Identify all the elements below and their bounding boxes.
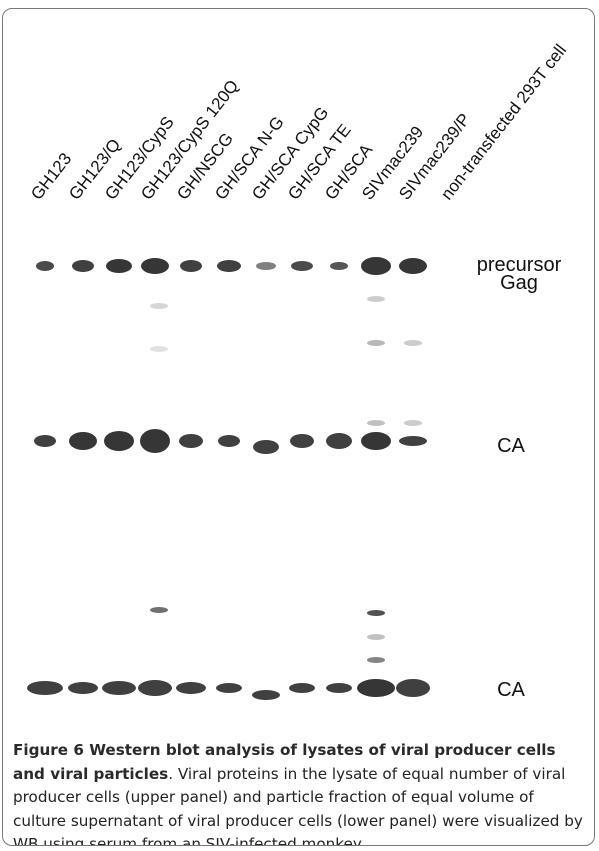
band [326, 433, 352, 449]
band [253, 440, 279, 454]
minor-band [150, 303, 168, 309]
caption: Figure 6 Western blot analysis of lysate… [13, 739, 591, 846]
band [330, 262, 348, 270]
minor-band [367, 340, 385, 346]
band [36, 261, 54, 271]
band [72, 260, 94, 272]
band [106, 259, 132, 273]
band [399, 258, 427, 274]
band [357, 679, 395, 697]
minor-band [367, 634, 385, 640]
page: GH123GH123/QGH123/CypSGH123/CypS 120QGH/… [0, 0, 599, 851]
band [27, 681, 63, 695]
band [289, 683, 315, 693]
band [176, 682, 206, 694]
minor-band [404, 340, 422, 346]
band-label: CA [497, 679, 525, 701]
lane-label: GH123 [27, 149, 75, 203]
band [399, 436, 427, 446]
band [217, 260, 241, 272]
band [141, 258, 169, 274]
minor-band [367, 610, 385, 616]
minor-band [150, 607, 168, 613]
band-label: Gag [500, 272, 538, 294]
minor-band [404, 420, 422, 426]
minor-band [367, 657, 385, 663]
band [396, 679, 430, 697]
band [252, 690, 280, 700]
band [140, 429, 170, 453]
band [291, 261, 313, 271]
minor-band [150, 346, 168, 352]
band [104, 431, 134, 451]
band [256, 262, 276, 270]
band [216, 683, 242, 693]
band-label: CA [497, 435, 525, 457]
band [138, 680, 172, 696]
band [102, 681, 136, 695]
band [290, 434, 314, 448]
band [69, 432, 97, 450]
band [361, 257, 391, 275]
band [218, 435, 240, 447]
minor-band [367, 420, 385, 426]
band [179, 434, 203, 448]
band [326, 683, 352, 693]
band [34, 435, 56, 447]
band [68, 682, 98, 694]
minor-band [367, 296, 385, 302]
band [180, 260, 202, 272]
band [361, 432, 391, 450]
